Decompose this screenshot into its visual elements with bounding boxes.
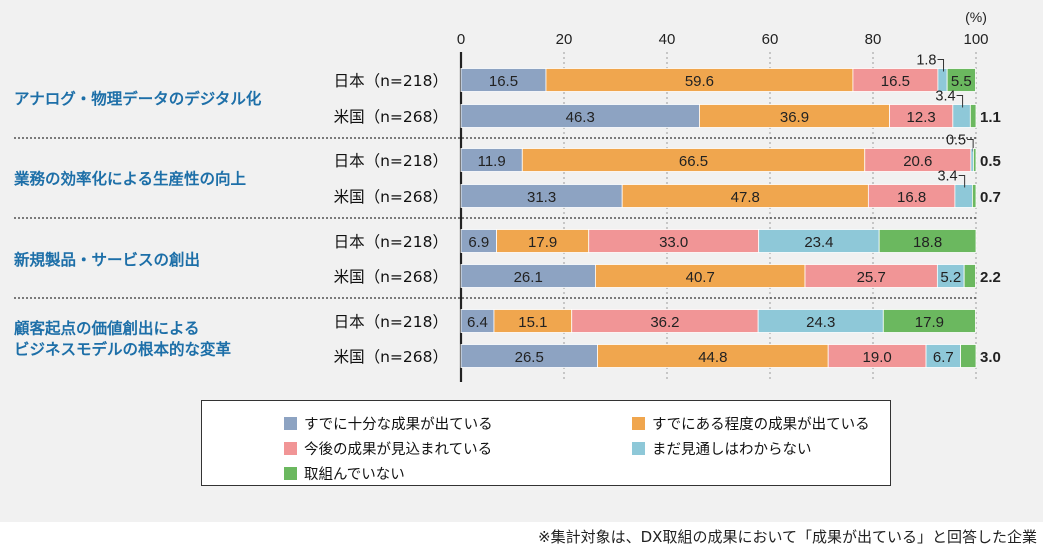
leader-line xyxy=(937,59,945,72)
data-label: 20.6 xyxy=(903,153,932,170)
data-label: 6.7 xyxy=(933,349,954,366)
legend-item: 取組んでいない xyxy=(284,463,405,484)
data-label: 19.0 xyxy=(863,349,892,366)
row-label: 日本（n=218） xyxy=(334,152,448,170)
x-tick-label: 0 xyxy=(457,31,465,48)
data-label: 0.7 xyxy=(980,189,1001,206)
footnote: ※集計対象は、DX取組の成果において「成果が出ている」と回答した企業 xyxy=(538,528,1037,546)
data-label: 6.9 xyxy=(468,234,489,251)
data-label: 11.9 xyxy=(478,153,506,170)
legend-swatch xyxy=(284,417,297,430)
row-label: 米国（n=268） xyxy=(334,268,448,286)
legend-label: まだ見通しはわからない xyxy=(652,442,812,458)
x-tick-label: 80 xyxy=(865,31,882,48)
unit-label: (%) xyxy=(965,9,987,25)
data-label: 17.9 xyxy=(528,234,557,251)
data-label: 18.8 xyxy=(913,234,942,251)
data-label: 26.1 xyxy=(514,269,543,286)
bar-segment xyxy=(954,184,973,208)
bar-segment xyxy=(971,184,977,208)
row-label: 米国（n=268） xyxy=(334,108,448,126)
data-label: 6.4 xyxy=(467,314,488,331)
data-label: 25.7 xyxy=(857,269,886,286)
category-label: ビジネスモデルの根本的な変革 xyxy=(14,340,232,359)
data-label: 66.5 xyxy=(679,153,708,170)
legend-swatch xyxy=(284,467,297,480)
data-label: 36.9 xyxy=(780,109,809,126)
bar-segment xyxy=(960,344,977,368)
bar-segment xyxy=(878,229,977,253)
legend-label: すでに十分な成果が出ている xyxy=(304,417,493,433)
legend-label: 今後の成果が見込まれている xyxy=(304,442,493,458)
legend-label: 取組んでいない xyxy=(304,467,405,483)
data-label: 47.8 xyxy=(731,189,760,206)
legend-item: すでに十分な成果が出ている xyxy=(284,413,493,434)
legend-item: まだ見通しはわからない xyxy=(632,438,812,459)
data-label: 2.2 xyxy=(980,269,1001,286)
x-tick-label: 20 xyxy=(556,31,573,48)
data-label: 23.4 xyxy=(804,234,833,251)
data-label: 40.7 xyxy=(686,269,715,286)
row-label: 日本（n=218） xyxy=(334,233,448,251)
legend-swatch xyxy=(632,442,645,455)
leader-line xyxy=(967,139,974,152)
row-label: 米国（n=268） xyxy=(334,348,448,366)
data-label: 16.5 xyxy=(489,73,518,90)
leader-line xyxy=(958,175,966,188)
data-label: 44.8 xyxy=(698,349,727,366)
data-label: 0.5 xyxy=(946,133,966,149)
data-label: 16.8 xyxy=(897,189,926,206)
bar-segment xyxy=(973,148,977,172)
data-label: 31.3 xyxy=(527,189,556,206)
x-tick-label: 60 xyxy=(762,31,779,48)
category-label: 顧客起点の価値創出による xyxy=(14,319,200,338)
bar-segment xyxy=(969,104,977,128)
data-label: 0.5 xyxy=(980,153,1001,170)
data-label: 1.1 xyxy=(980,109,1001,126)
legend: すでに十分な成果が出ている すでにある程度の成果が出ている今後の成果が見込まれてい… xyxy=(201,400,891,486)
bar-segment xyxy=(882,309,976,333)
legend-swatch xyxy=(284,442,297,455)
legend-label: すでにある程度の成果が出ている xyxy=(652,417,870,433)
data-label: 3.0 xyxy=(980,349,1001,366)
legend-item: 今後の成果が見込まれている xyxy=(284,438,492,459)
data-label: 46.3 xyxy=(566,109,595,126)
legend-swatch xyxy=(632,417,645,430)
category-label: 業務の効率化による生産性の向上 xyxy=(13,169,247,188)
data-label: 17.9 xyxy=(915,314,944,331)
bar-segment xyxy=(952,104,971,128)
data-label: 3.4 xyxy=(935,89,955,105)
chart-panel: 0 20 40 60 80 100 (%) アナログ・物理データのデジタル化 業務の効率化による… xyxy=(0,0,1043,522)
data-label: 36.2 xyxy=(650,314,679,331)
data-label: 59.6 xyxy=(685,73,714,90)
bar-segment xyxy=(946,68,976,92)
row-label: 日本（n=218） xyxy=(334,313,448,331)
data-label: 16.5 xyxy=(881,73,910,90)
row-label: 日本（n=218） xyxy=(334,72,448,90)
x-tick-label: 40 xyxy=(659,31,676,48)
data-label: 26.5 xyxy=(515,349,544,366)
leader-line xyxy=(956,95,964,108)
category-label: アナログ・物理データのデジタル化 xyxy=(14,89,262,108)
data-label: 12.3 xyxy=(907,109,936,126)
data-label: 15.1 xyxy=(518,314,547,331)
data-label: 24.3 xyxy=(806,314,835,331)
x-tick-label: 100 xyxy=(963,31,988,48)
category-label: 新規製品・サービスの創出 xyxy=(14,250,200,269)
row-label: 米国（n=268） xyxy=(334,188,448,206)
legend-item: すでにある程度の成果が出ている xyxy=(632,413,870,434)
data-label: 3.4 xyxy=(937,169,957,185)
data-label: 33.0 xyxy=(659,234,688,251)
stacked-bar-chart: 0 20 40 60 80 100 (%) アナログ・物理データのデジタル化業務の効率化による… xyxy=(13,9,1001,382)
data-label: 5.2 xyxy=(940,269,961,286)
data-label: 1.8 xyxy=(916,53,936,69)
bar-segment xyxy=(963,264,976,288)
data-label: 5.5 xyxy=(951,73,972,90)
